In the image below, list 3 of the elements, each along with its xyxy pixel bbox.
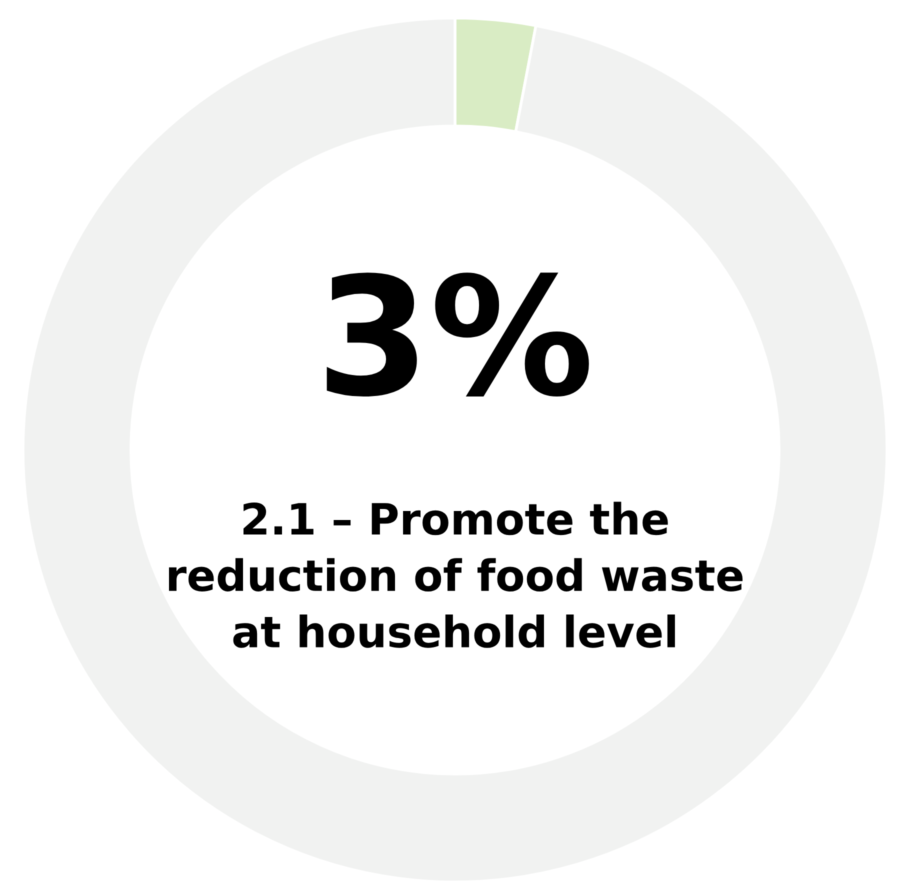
- donut-slice: [22, 16, 888, 884]
- text: 2.1 – Promote the reduction of food waste at household level: [169, 502, 743, 648]
- data-label: 3%: [326, 272, 589, 397]
